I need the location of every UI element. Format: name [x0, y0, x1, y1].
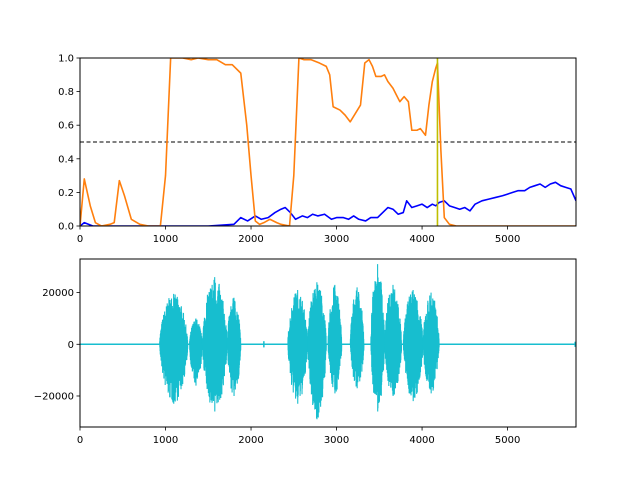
- x-tick-label: 5000: [495, 435, 520, 446]
- x-tick-label: 0: [77, 234, 83, 245]
- waveform-segment-10: [384, 284, 403, 396]
- plot-area: [80, 264, 576, 420]
- bottom-waveform-chart: 0 1000 2000 3000 4000 5000 −20000 0 20000: [34, 258, 577, 446]
- y-tick-label: −20000: [34, 391, 74, 402]
- x-tick-label: 4000: [409, 234, 434, 245]
- waveform-segment-1: [159, 293, 189, 404]
- y-tick-label: 20000: [42, 288, 74, 299]
- y-tick-label: 1.0: [58, 54, 74, 65]
- waveform-segment-6: [307, 282, 327, 420]
- waveform-segment-7: [327, 284, 343, 394]
- series-line-1: [80, 181, 576, 226]
- y-tick-label: 0.2: [58, 188, 74, 199]
- x-tick-label: 1000: [153, 435, 178, 446]
- axes-frame: [79, 57, 577, 227]
- y-tick-label: 0.6: [58, 121, 74, 132]
- y-tick-label: 0: [68, 340, 74, 351]
- y-tick-label: 0.4: [58, 154, 74, 165]
- axes-frame: [79, 258, 577, 428]
- x-tick-label: 3000: [324, 234, 349, 245]
- x-tick-label: 0: [77, 435, 83, 446]
- waveform-segment-2: [189, 318, 203, 386]
- y-tick-label: 0.0: [58, 222, 74, 233]
- x-tick-label: 1000: [153, 234, 178, 245]
- waveform-segment-8: [349, 287, 365, 389]
- x-tick-label: 4000: [409, 435, 434, 446]
- x-tick-label: 3000: [324, 435, 349, 446]
- top-probability-chart: 0 1000 2000 3000 4000 5000 0.0 0.2 0.4 0.6 0.8 1.0: [58, 54, 577, 245]
- waveform-segment-4: [226, 297, 242, 396]
- y-tick-label: 0.8: [58, 87, 74, 98]
- x-tick-label: 2000: [238, 234, 263, 245]
- waveform-segment-5: [287, 290, 309, 404]
- x-tick-label: 2000: [238, 435, 263, 446]
- waveform-segment-11: [402, 290, 424, 402]
- waveform-segment-12: [422, 292, 440, 394]
- series-line-2: [80, 58, 576, 226]
- x-tick-label: 5000: [495, 234, 520, 245]
- waveform-segment-9: [370, 264, 385, 412]
- plot-area: [80, 58, 576, 226]
- waveform-segment-3: [201, 277, 228, 412]
